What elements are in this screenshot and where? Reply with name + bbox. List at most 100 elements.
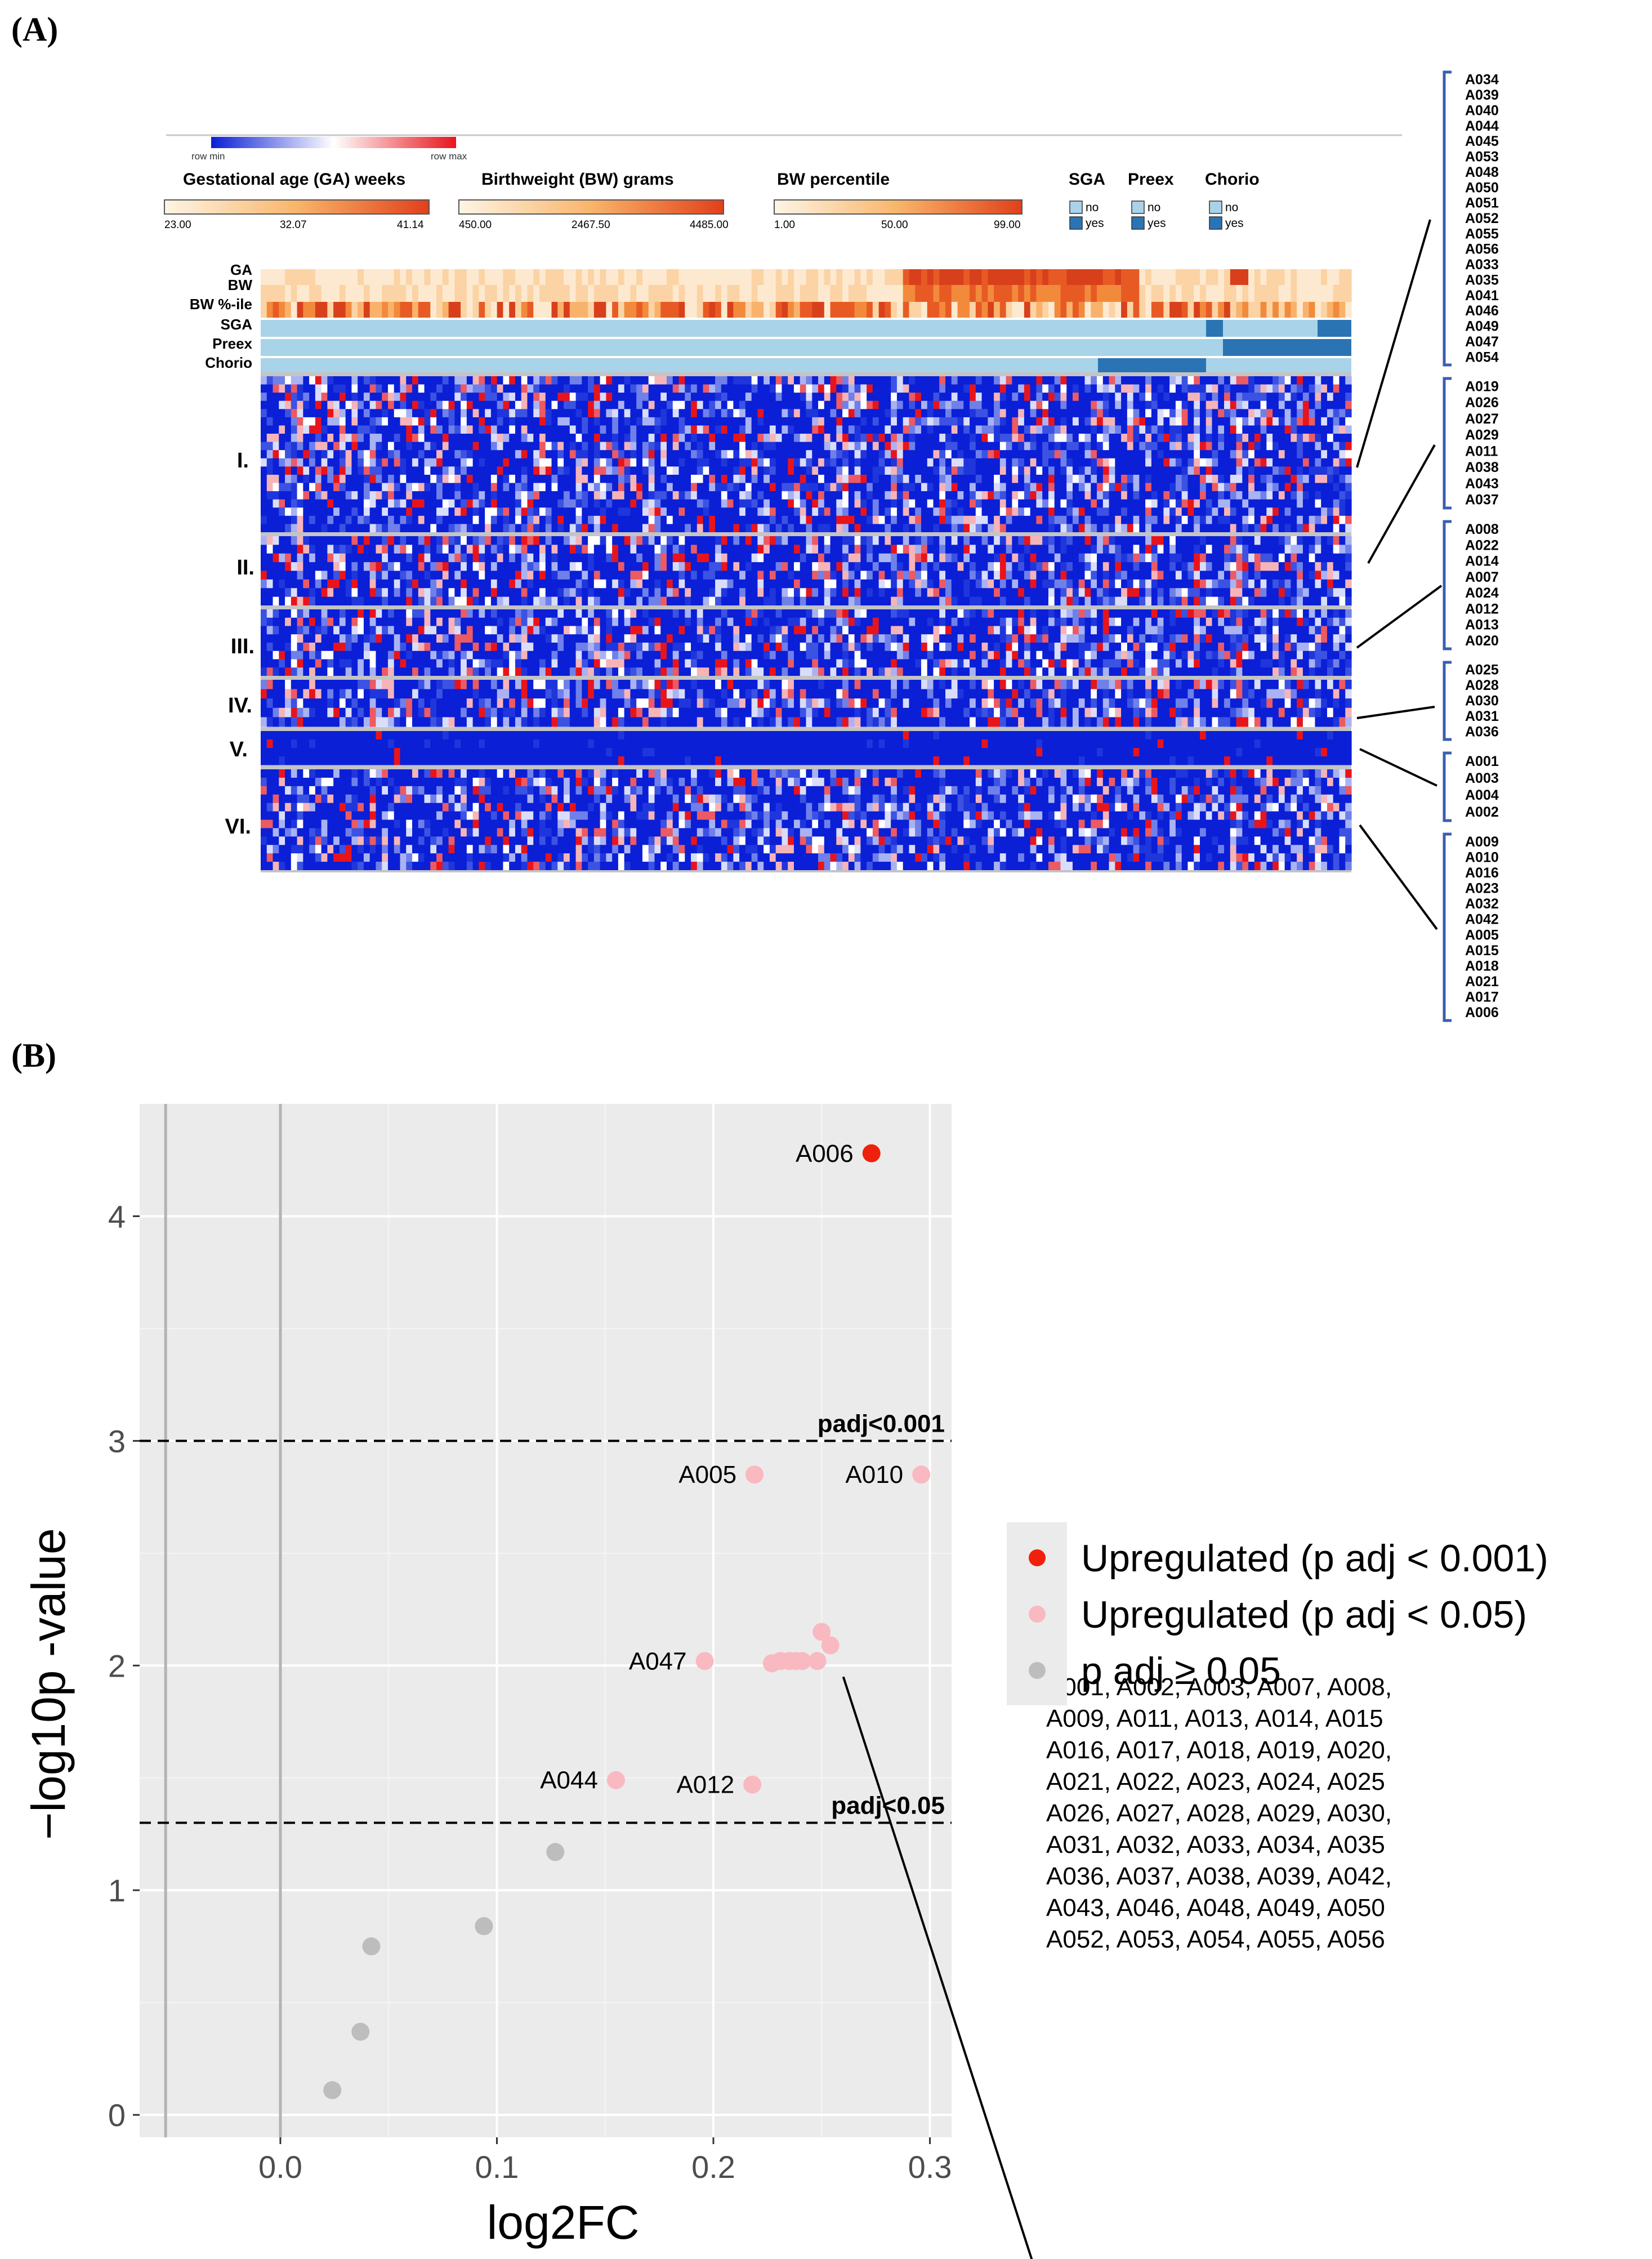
heatmap-cell [315, 384, 322, 393]
heatmap-cell [1291, 434, 1297, 443]
heatmap-cell [333, 400, 340, 409]
heatmap-cell [1097, 515, 1104, 525]
heatmap-cell [1084, 466, 1091, 475]
heatmap-cell [266, 579, 274, 589]
annot-bw-cell [333, 285, 340, 302]
heatmap-cell [490, 409, 498, 418]
heatmap-cell [1006, 524, 1012, 533]
heatmap-cell [509, 376, 516, 385]
heatmap-cell [424, 409, 431, 418]
heatmap-cell [903, 442, 910, 451]
heatmap-cell [739, 458, 746, 467]
heatmap-cell [848, 524, 855, 533]
heatmap-cell [303, 553, 310, 563]
heatmap-cell [788, 507, 794, 516]
heatmap-cell [442, 536, 449, 545]
heatmap-cell [339, 571, 346, 580]
heatmap-cell [775, 450, 783, 459]
heatmap-cell [1012, 474, 1019, 484]
heatmap-cell [1006, 571, 1012, 580]
heatmap-cell [685, 562, 691, 572]
annot-bw-cell [782, 285, 788, 302]
heatmap-cell [588, 562, 595, 572]
heatmap-cell [382, 524, 389, 533]
annot-bw-cell [1194, 285, 1200, 302]
heatmap-cell [806, 458, 812, 467]
heatmap-cell [745, 458, 752, 467]
heatmap-cell [533, 491, 540, 500]
heatmap-cell [557, 400, 564, 409]
heatmap-cell [1302, 553, 1310, 563]
heatmap-cell [1151, 515, 1158, 525]
heatmap-cell [345, 571, 352, 580]
heatmap-cell [1133, 400, 1140, 409]
heatmap-cell [806, 425, 812, 434]
heatmap-cell [297, 442, 303, 451]
heatmap-cell [836, 491, 843, 500]
annot-ga-cell [315, 269, 322, 285]
annot-bwp-cell [1236, 302, 1243, 318]
heatmap-cell [606, 384, 613, 393]
heatmap-cell [1230, 536, 1237, 545]
heatmap-cell [1121, 400, 1128, 409]
heatmap-cell [1297, 417, 1303, 426]
heatmap-cell [612, 376, 619, 385]
heatmap-cell [1121, 499, 1128, 508]
annot-bwp-cell [788, 302, 794, 318]
heatmap-cell [1218, 417, 1225, 426]
heatmap-cell [1048, 499, 1055, 508]
annot-bw-cell [1273, 285, 1279, 302]
heatmap-cell [382, 499, 389, 508]
heatmap-cell [994, 458, 1001, 467]
heatmap-cell [1036, 499, 1043, 508]
heatmap-cell [394, 450, 401, 459]
heatmap-cell [727, 434, 734, 443]
heatmap-cell [1018, 571, 1025, 580]
heatmap-cell [1254, 553, 1261, 563]
heatmap-cell [600, 417, 606, 426]
heatmap-cell [715, 400, 722, 409]
heatmap-cell [412, 536, 419, 545]
heatmap-cell [412, 458, 419, 467]
heatmap-cell [739, 515, 746, 525]
heatmap-cell [642, 545, 649, 554]
heatmap-cell [291, 442, 298, 451]
heatmap-cell [606, 571, 613, 580]
heatmap-cell [466, 515, 474, 525]
heatmap-cell [1151, 442, 1158, 451]
annot-bw-cell [1078, 285, 1086, 302]
heatmap-cell [933, 376, 940, 385]
heatmap-cell [339, 425, 346, 434]
heatmap-cell [939, 434, 946, 443]
heatmap-cell [775, 434, 783, 443]
heatmap-cell [588, 571, 595, 580]
heatmap-cell [497, 499, 504, 508]
heatmap-cell [933, 515, 940, 525]
heatmap-cell [878, 417, 885, 426]
heatmap-cell [569, 450, 577, 459]
heatmap-cell [830, 515, 837, 525]
heatmap-cell [721, 524, 728, 533]
heatmap-cell [387, 474, 395, 484]
heatmap-cell [358, 491, 364, 500]
heatmap-figure: row min row max Gestational age (GA) wee… [164, 70, 1499, 1022]
annot-bw-cell [358, 285, 364, 302]
heatmap-cell [1115, 376, 1122, 385]
heatmap-cell [1273, 450, 1279, 459]
annot-bwp-cell [539, 302, 546, 318]
annot-bwp-cell [297, 302, 303, 318]
heatmap-cell [1321, 474, 1328, 484]
heatmap-cell [1127, 515, 1134, 525]
annot-bwp-cell [472, 302, 479, 318]
annot-ga-cell [412, 269, 419, 285]
heatmap-cell [1248, 425, 1255, 434]
heatmap-cell [1266, 409, 1273, 418]
heatmap-cell [406, 562, 413, 572]
annot-bw-cell [1291, 285, 1297, 302]
heatmap-cell [551, 545, 558, 554]
annot-ga-cell [351, 269, 358, 285]
heatmap-cell [424, 499, 431, 508]
heatmap-cell [297, 376, 303, 385]
heatmap-cell [757, 474, 764, 484]
heatmap-cell [376, 579, 382, 589]
